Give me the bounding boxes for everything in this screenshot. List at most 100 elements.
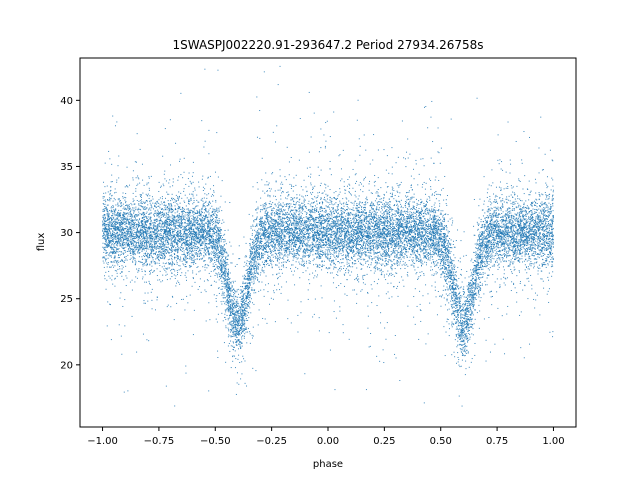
data-point [188,226,190,228]
data-point [248,296,250,298]
data-point [191,285,193,287]
data-point [467,310,469,312]
data-point [229,272,231,274]
data-point [315,244,317,246]
data-point [350,217,352,219]
data-point [540,255,542,257]
data-point [297,219,299,221]
data-point [171,224,173,226]
data-point [183,250,185,252]
data-point [205,216,207,218]
data-point [122,215,124,217]
data-point [153,222,155,224]
data-point [125,237,127,239]
data-point [384,207,386,209]
data-point [423,229,425,231]
data-point [195,241,197,243]
data-point [540,278,542,280]
data-point [429,216,431,218]
data-point [234,331,236,333]
data-point [487,244,489,246]
data-point [340,266,342,267]
data-point [552,205,554,207]
data-point [552,217,554,219]
data-point [232,356,234,358]
data-point [519,180,521,182]
data-point [260,220,262,222]
data-point [383,149,385,151]
data-point [232,325,234,327]
data-point [347,217,349,219]
data-point [262,255,264,257]
data-point [488,269,490,271]
data-point [216,265,218,267]
data-point [148,242,150,244]
data-point [378,207,380,209]
data-point [468,339,470,341]
data-point [413,266,415,268]
data-point [544,254,546,256]
data-point [439,295,441,297]
data-point [170,270,172,272]
data-point [540,210,542,212]
data-point [189,228,191,230]
data-point [375,239,377,241]
data-point [342,251,344,253]
data-point [403,233,405,235]
data-point [334,220,336,222]
data-point [474,309,476,311]
data-point [260,220,262,222]
data-point [161,224,163,226]
data-point [347,179,349,180]
data-point [391,296,393,298]
data-point [363,206,365,208]
data-point [174,224,176,226]
data-point [270,297,272,299]
data-point [424,227,426,229]
data-point [212,263,214,265]
data-point [156,268,158,270]
data-point [308,200,310,202]
data-point [390,223,392,225]
data-point [230,314,232,316]
data-point [278,262,280,264]
data-point [347,203,349,205]
data-point [299,205,301,207]
data-point [376,211,378,213]
data-point [501,213,503,214]
data-point [214,247,216,249]
data-point [552,198,554,200]
data-point [353,210,355,212]
data-point [277,203,279,205]
data-point [109,277,111,279]
data-point [254,259,256,261]
data-point [484,256,486,258]
data-point [436,231,438,233]
data-point [259,258,261,260]
data-point [547,241,549,243]
data-point [414,323,416,325]
data-point [539,227,541,229]
data-point [308,237,310,239]
data-point [326,257,328,259]
data-point [219,227,221,229]
data-point [189,255,191,257]
data-point [377,256,379,258]
data-point [298,248,300,250]
data-point [133,236,135,238]
data-point [511,257,513,259]
data-point [376,252,378,254]
data-point [102,222,104,224]
data-point [103,262,105,264]
data-point [502,230,504,232]
data-point [457,229,459,231]
data-point [495,216,497,218]
data-point [301,237,303,239]
data-point [519,216,521,218]
data-point [167,207,169,209]
data-point [297,331,299,333]
data-point [278,208,280,210]
data-point [122,196,124,198]
data-point [428,240,430,242]
data-point [225,309,227,311]
